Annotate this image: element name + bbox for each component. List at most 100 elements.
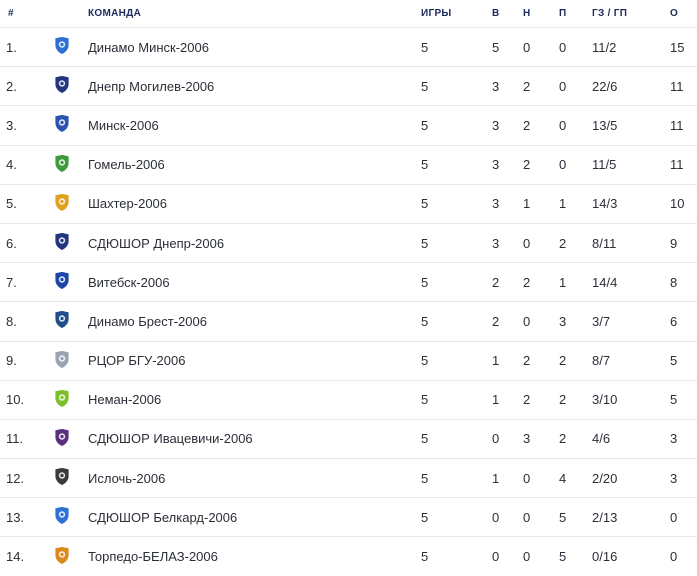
header-goals[interactable]: ГЗ / ГП xyxy=(592,8,628,19)
row-position: 12. xyxy=(6,470,25,486)
team-name-link[interactable]: СДЮШОР Ивацевичи-2006 xyxy=(88,431,253,447)
wins: 5 xyxy=(492,39,500,55)
header-draws[interactable]: Н xyxy=(523,8,531,19)
belkard-logo-icon xyxy=(54,506,70,528)
table-row[interactable]: 12. Ислочь-2006 5 1 0 4 2/20 3 xyxy=(0,458,697,498)
losses: 1 xyxy=(559,196,567,212)
draws: 0 xyxy=(523,313,531,329)
losses: 0 xyxy=(559,157,567,173)
header-games[interactable]: ИГРЫ xyxy=(421,8,452,19)
games-played: 5 xyxy=(421,78,429,94)
team-name-link[interactable]: Динамо Минск-2006 xyxy=(88,39,209,55)
games-played: 5 xyxy=(421,274,429,290)
points: 8 xyxy=(670,274,678,290)
team-name-link[interactable]: Ислочь-2006 xyxy=(88,470,166,486)
draws: 2 xyxy=(523,353,531,369)
table-row[interactable]: 8. Динамо Брест-2006 5 2 0 3 3/7 6 xyxy=(0,301,697,341)
draws: 2 xyxy=(523,274,531,290)
wins: 2 xyxy=(492,313,500,329)
goals-for-against: 14/3 xyxy=(592,196,618,212)
vitebsk-logo-icon xyxy=(54,271,70,293)
games-played: 5 xyxy=(421,39,429,55)
draws: 0 xyxy=(523,39,531,55)
losses: 2 xyxy=(559,392,567,408)
team-logo xyxy=(54,145,88,184)
team-name-link[interactable]: Днепр Могилев-2006 xyxy=(88,78,215,94)
goals-for-against: 2/13 xyxy=(592,509,618,525)
table-row[interactable]: 2. Днепр Могилев-2006 5 3 2 0 22/6 11 xyxy=(0,66,697,106)
draws: 2 xyxy=(523,117,531,133)
losses: 0 xyxy=(559,39,567,55)
header-losses[interactable]: П xyxy=(559,8,567,19)
points: 5 xyxy=(670,353,678,369)
isloch-logo-icon xyxy=(54,467,70,489)
table-row[interactable]: 13. СДЮШОР Белкард-2006 5 0 0 5 2/13 0 xyxy=(0,497,697,537)
team-name-link[interactable]: Минск-2006 xyxy=(88,117,159,133)
row-position: 4. xyxy=(6,157,17,173)
row-position: 2. xyxy=(6,78,17,94)
table-row[interactable]: 10. Неман-2006 5 1 2 2 3/10 5 xyxy=(0,380,697,419)
losses: 0 xyxy=(559,117,567,133)
points: 5 xyxy=(670,392,678,408)
team-name-link[interactable]: Неман-2006 xyxy=(88,392,162,408)
team-logo xyxy=(54,302,88,341)
points: 0 xyxy=(670,549,678,565)
minsk-logo-icon xyxy=(54,114,70,136)
wins: 3 xyxy=(492,117,500,133)
table-row[interactable]: 6. СДЮШОР Днепр-2006 5 3 0 2 8/11 9 xyxy=(0,223,697,262)
losses: 2 xyxy=(559,431,567,447)
wins: 1 xyxy=(492,392,500,408)
losses: 5 xyxy=(559,509,567,525)
games-played: 5 xyxy=(421,117,429,133)
draws: 2 xyxy=(523,157,531,173)
header-points[interactable]: О xyxy=(670,8,679,19)
header-wins[interactable]: В xyxy=(492,8,500,19)
points: 10 xyxy=(670,196,685,212)
team-name-link[interactable]: СДЮШОР Днепр-2006 xyxy=(88,235,225,251)
team-name-link[interactable]: Витебск-2006 xyxy=(88,274,170,290)
points: 6 xyxy=(670,313,678,329)
goals-for-against: 8/11 xyxy=(592,235,617,251)
table-row[interactable]: 5. Шахтер-2006 5 3 1 1 14/3 10 xyxy=(0,184,697,223)
team-logo xyxy=(54,380,88,419)
header-team[interactable]: КОМАНДА xyxy=(88,8,142,19)
losses: 2 xyxy=(559,235,567,251)
wins: 1 xyxy=(492,353,500,369)
row-position: 3. xyxy=(6,117,17,133)
team-name-link[interactable]: Динамо Брест-2006 xyxy=(88,313,207,329)
team-name-link[interactable]: СДЮШОР Белкард-2006 xyxy=(88,509,238,525)
team-name-link[interactable]: Гомель-2006 xyxy=(88,157,165,173)
wins: 0 xyxy=(492,549,500,565)
table-row[interactable]: 3. Минск-2006 5 3 2 0 13/5 11 xyxy=(0,105,697,145)
row-position: 6. xyxy=(6,235,17,251)
goals-for-against: 0/16 xyxy=(592,549,618,565)
losses: 1 xyxy=(559,274,567,290)
draws: 0 xyxy=(523,509,531,525)
points: 3 xyxy=(670,431,678,447)
table-row[interactable]: 1. Динамо Минск-2006 5 5 0 0 11/2 15 xyxy=(0,27,697,67)
team-name-link[interactable]: Торпедо-БЕЛАЗ-2006 xyxy=(88,549,218,565)
table-row[interactable]: 11. СДЮШОР Ивацевичи-2006 5 0 3 2 4/6 3 xyxy=(0,419,697,458)
team-logo xyxy=(54,263,88,302)
row-position: 7. xyxy=(6,274,17,290)
table-row[interactable]: 7. Витебск-2006 5 2 2 1 14/4 8 xyxy=(0,262,697,302)
row-position: 11. xyxy=(6,431,24,447)
games-played: 5 xyxy=(421,313,429,329)
ivatsevichi-logo-icon xyxy=(54,428,70,450)
team-logo xyxy=(54,67,88,106)
games-played: 5 xyxy=(421,353,429,369)
losses: 2 xyxy=(559,353,567,369)
goals-for-against: 11/5 xyxy=(592,157,617,173)
neman-logo-icon xyxy=(54,388,70,411)
team-name-link[interactable]: Шахтер-2006 xyxy=(88,196,168,212)
torpedo-belaz-logo-icon xyxy=(54,545,70,568)
sdyushor-dnepr-logo-icon xyxy=(54,232,70,254)
table-row[interactable]: 4. Гомель-2006 5 3 2 0 11/5 11 xyxy=(0,145,697,184)
team-logo xyxy=(54,537,88,576)
table-row[interactable]: 14. Торпедо-БЕЛАЗ-2006 5 0 0 5 0/16 0 xyxy=(0,536,697,576)
table-row[interactable]: 9. РЦОР БГУ-2006 5 1 2 2 8/7 5 xyxy=(0,341,697,380)
team-name-link[interactable]: РЦОР БГУ-2006 xyxy=(88,353,186,369)
header-logo-spacer xyxy=(54,0,88,28)
wins: 0 xyxy=(492,509,500,525)
team-logo xyxy=(54,223,88,262)
